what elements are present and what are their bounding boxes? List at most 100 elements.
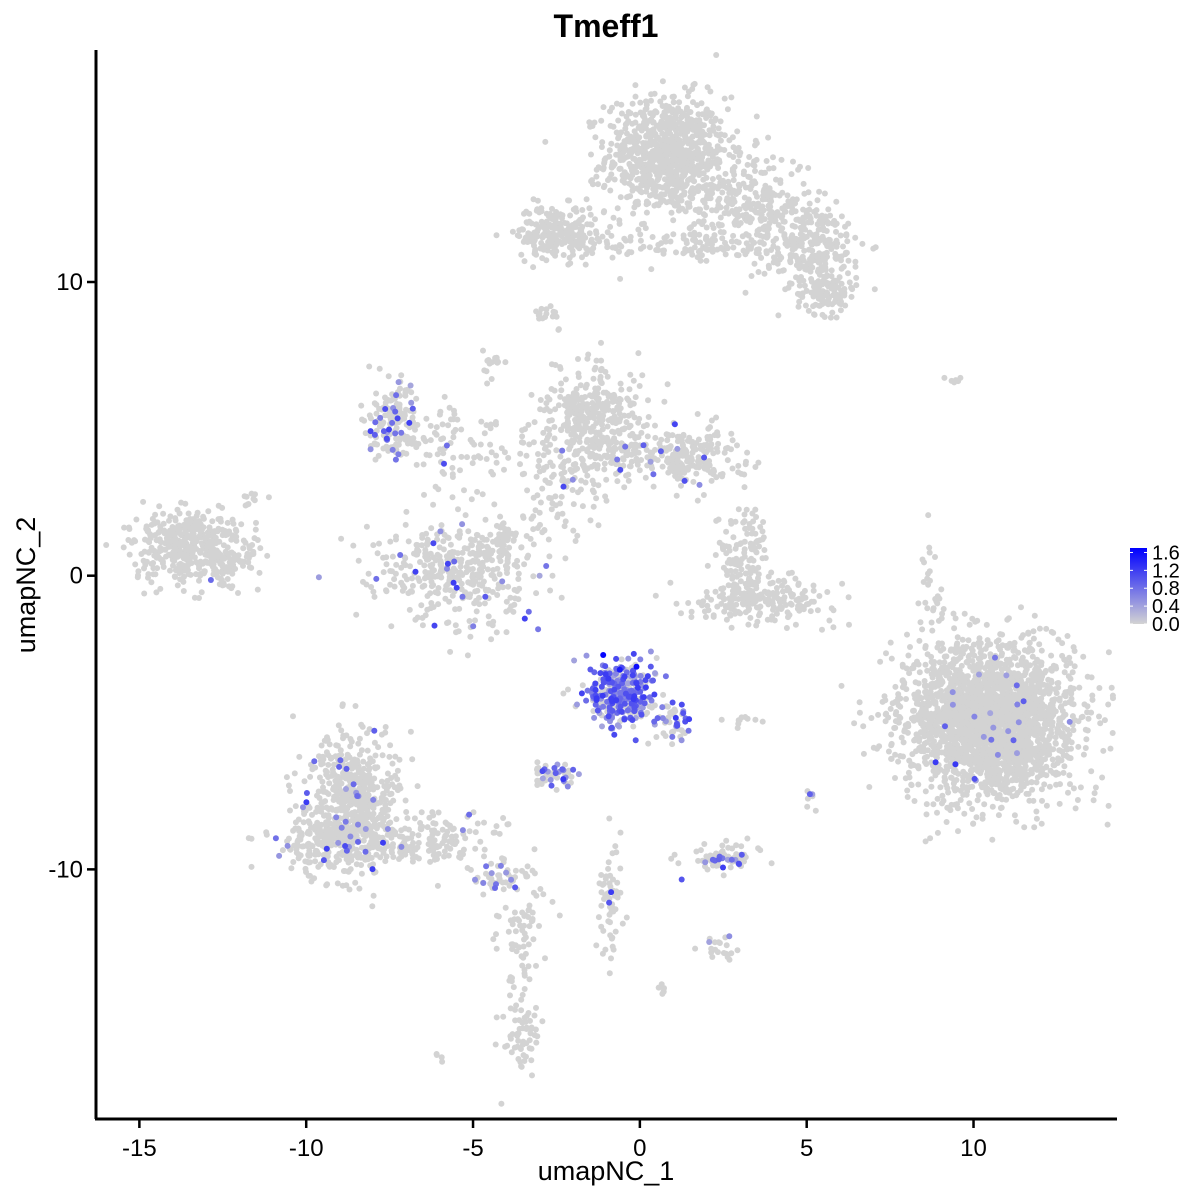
cell-point bbox=[558, 387, 565, 394]
cell-point bbox=[514, 232, 521, 239]
cell-point bbox=[690, 99, 696, 106]
cell-point bbox=[421, 491, 427, 498]
cell-point bbox=[638, 457, 645, 463]
cell-point bbox=[434, 451, 441, 458]
cell-point bbox=[121, 524, 128, 531]
cell-point bbox=[790, 158, 796, 165]
cell-point bbox=[623, 113, 630, 120]
cell-point bbox=[973, 814, 980, 821]
cell-point bbox=[1070, 727, 1077, 734]
cell-point bbox=[585, 351, 592, 358]
cell-point bbox=[805, 219, 812, 226]
cell-point bbox=[412, 426, 418, 433]
cell-point bbox=[579, 445, 586, 452]
cell-point bbox=[670, 451, 677, 458]
cell-point bbox=[493, 356, 500, 363]
cell-point bbox=[409, 588, 415, 595]
cell-point bbox=[155, 554, 162, 561]
cell-point bbox=[740, 247, 747, 254]
cell-point bbox=[534, 206, 541, 213]
cell-point bbox=[393, 536, 399, 543]
cell-point bbox=[544, 394, 551, 401]
cell-point bbox=[665, 432, 672, 439]
cell-point bbox=[635, 350, 642, 357]
cell-point bbox=[645, 397, 651, 404]
cell-point bbox=[475, 453, 482, 460]
cell-point bbox=[458, 556, 465, 563]
cell-point bbox=[771, 254, 777, 261]
cell-point bbox=[167, 567, 173, 574]
cell-point bbox=[642, 474, 649, 481]
cell-point bbox=[205, 508, 212, 515]
cell-point bbox=[569, 487, 576, 493]
cell-point bbox=[213, 547, 220, 554]
cell-point bbox=[673, 492, 680, 499]
cell-point bbox=[700, 185, 707, 191]
cell-point bbox=[254, 537, 261, 543]
cell-point bbox=[693, 117, 700, 124]
cell-point bbox=[681, 189, 688, 196]
cell-point bbox=[770, 590, 777, 596]
cell-point bbox=[821, 190, 828, 197]
cell-point bbox=[695, 464, 702, 471]
cell-point bbox=[669, 93, 676, 100]
cell-point bbox=[468, 536, 475, 543]
cell-point bbox=[709, 153, 716, 160]
cell-point bbox=[587, 443, 594, 450]
cell-point bbox=[780, 577, 787, 584]
cell-point bbox=[775, 312, 782, 319]
cell-point bbox=[757, 205, 764, 211]
cell-point bbox=[1080, 751, 1087, 758]
cell-point bbox=[467, 633, 474, 640]
cell-point bbox=[388, 623, 395, 630]
cell-point bbox=[709, 245, 716, 252]
cell-point bbox=[827, 314, 834, 321]
cell-point bbox=[607, 122, 614, 129]
cell-point bbox=[600, 209, 607, 216]
cell-point bbox=[680, 169, 687, 176]
cell-point bbox=[678, 197, 685, 204]
cell-point bbox=[265, 494, 272, 501]
cell-point bbox=[747, 202, 754, 209]
cell-point bbox=[549, 500, 556, 507]
cell-point bbox=[644, 433, 651, 440]
cell-point bbox=[630, 166, 637, 173]
cell-point bbox=[447, 541, 454, 548]
cell-point bbox=[657, 98, 664, 105]
cell-point bbox=[719, 544, 726, 551]
cell-point bbox=[621, 484, 628, 491]
cell-point bbox=[753, 113, 760, 120]
cell-point bbox=[587, 123, 594, 130]
cell-point bbox=[632, 111, 639, 118]
cell-point bbox=[488, 572, 495, 578]
cell-point bbox=[1105, 701, 1112, 708]
cell-point bbox=[558, 380, 565, 387]
cell-point bbox=[727, 567, 734, 574]
cell-point bbox=[759, 170, 766, 176]
cell-point bbox=[541, 232, 548, 239]
cell-point bbox=[691, 80, 698, 87]
cell-point bbox=[575, 489, 581, 496]
cell-point bbox=[664, 381, 671, 388]
cell-point bbox=[833, 198, 840, 205]
cell-point bbox=[198, 589, 205, 596]
cell-point bbox=[431, 429, 438, 436]
cell-point bbox=[689, 86, 696, 92]
cell-point bbox=[572, 538, 579, 544]
cell-point bbox=[675, 105, 682, 112]
cell-point bbox=[687, 175, 694, 182]
cell-point bbox=[140, 498, 147, 505]
cell-point bbox=[441, 393, 448, 400]
cell-point bbox=[536, 468, 543, 475]
cell-point bbox=[580, 232, 587, 239]
cell-point bbox=[799, 253, 806, 260]
cell-point bbox=[816, 302, 823, 309]
cell-point bbox=[719, 189, 726, 196]
cell-point bbox=[478, 418, 485, 425]
cell-point bbox=[457, 467, 463, 474]
cell-point bbox=[598, 379, 604, 386]
cell-point bbox=[160, 564, 167, 570]
cell-point bbox=[839, 580, 846, 587]
cell-point bbox=[650, 180, 657, 187]
cell-point bbox=[729, 573, 736, 579]
